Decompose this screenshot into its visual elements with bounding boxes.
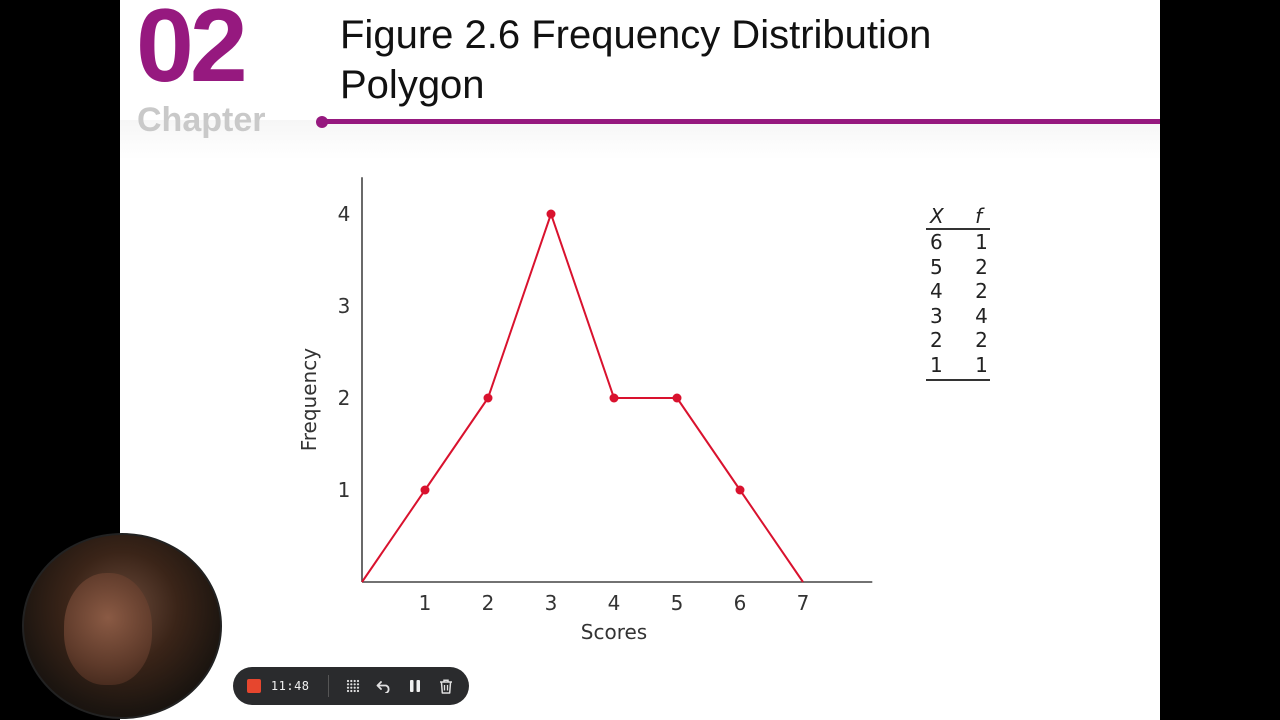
- frequency-table-x-cell: 4: [930, 279, 943, 303]
- frequency-table-f-cell: 2: [975, 254, 988, 279]
- x-tick-label: 6: [734, 591, 747, 615]
- header-band: [120, 120, 1160, 160]
- slide-title-line-2: Polygon: [340, 63, 485, 107]
- undo-icon[interactable]: [375, 677, 393, 695]
- frequency-table-x-cell: 5: [930, 254, 943, 279]
- series-line-frequency: [361, 213, 804, 583]
- x-tick-label: 1: [419, 591, 432, 615]
- frequency-table-header: X f: [926, 204, 990, 230]
- frequency-table-x-cell: 1: [930, 352, 943, 377]
- pause-icon[interactable]: [406, 677, 424, 695]
- x-tick-label: 5: [671, 591, 684, 615]
- pause-icon-glyph: [410, 680, 421, 692]
- data-point-marker: [546, 209, 556, 219]
- undo-icon-glyph: [376, 681, 390, 693]
- frequency-table-header-f: f: [975, 204, 983, 228]
- x-tick-label: 3: [545, 591, 558, 615]
- recording-toolbar: 11:48: [233, 667, 469, 705]
- toolbar-divider: [327, 675, 329, 697]
- frequency-table-f-cell: 2: [975, 279, 988, 303]
- y-axis-title: Frequency: [297, 348, 321, 451]
- frequency-table-x-cell: 6: [930, 230, 943, 254]
- frequency-table-f-cell: 4: [975, 303, 988, 328]
- slide: 02 Chapter Figure 2.6 Frequency Distribu…: [120, 0, 1160, 720]
- grid-icon-glyph: [347, 679, 360, 693]
- data-point-marker: [609, 393, 619, 403]
- x-tick-label: 2: [482, 591, 495, 615]
- data-point-marker: [735, 485, 745, 495]
- chapter-label: Chapter: [137, 101, 266, 139]
- webcam-overlay: [22, 533, 222, 719]
- chapter-number: 02: [136, 0, 248, 104]
- data-point-marker: [672, 393, 682, 403]
- data-point-marker: [483, 393, 493, 403]
- presenter-face: [64, 573, 152, 685]
- title-rule: [322, 119, 1160, 124]
- slide-title: Figure 2.6 Frequency Distribution Polygo…: [340, 10, 1140, 110]
- frequency-table-f-cell: 1: [975, 352, 988, 377]
- frequency-table-f-cell: 1: [975, 230, 988, 254]
- frequency-table-x-cell: 2: [930, 328, 943, 352]
- frequency-table-f-cell: 2: [975, 328, 988, 352]
- x-tick-label: 7: [797, 591, 810, 615]
- trash-icon-glyph: [440, 679, 453, 694]
- y-tick-label: 1: [338, 478, 351, 502]
- stop-recording-button[interactable]: [247, 679, 261, 693]
- recording-timer: 11:48: [270, 679, 310, 693]
- x-axis-title: Scores: [581, 620, 647, 644]
- frequency-table-bottom-rule: [926, 379, 990, 381]
- frequency-table-header-x: X: [930, 204, 944, 228]
- y-tick-label: 4: [338, 202, 351, 226]
- y-tick-label: 3: [338, 294, 351, 318]
- data-point-marker: [420, 485, 430, 495]
- slide-title-line-1: Figure 2.6 Frequency Distribution: [340, 13, 932, 57]
- y-tick-label: 2: [338, 386, 351, 410]
- grid-icon[interactable]: [345, 677, 363, 695]
- frequency-polygon-chart: 1 2 3 4 5 6 7 1 2 3 4 Scores Frequency: [297, 177, 873, 644]
- frequency-table-x-cell: 3: [930, 303, 943, 328]
- x-tick-label: 4: [608, 591, 621, 615]
- trash-icon[interactable]: [437, 677, 455, 695]
